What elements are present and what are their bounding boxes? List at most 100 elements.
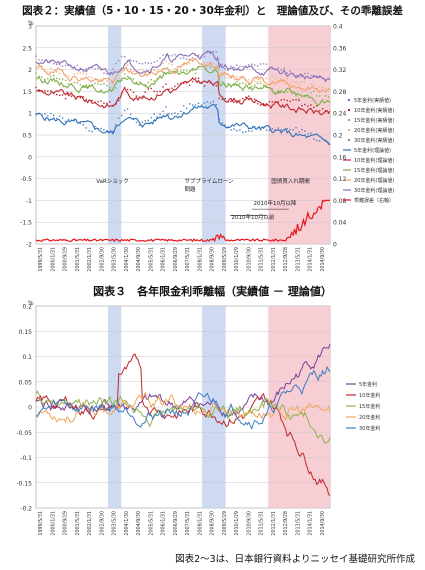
marker	[218, 97, 220, 100]
marker	[82, 72, 84, 75]
marker	[233, 66, 235, 69]
marker	[256, 82, 259, 85]
marker	[321, 86, 324, 88]
marker	[171, 113, 173, 115]
marker	[248, 79, 250, 81]
x-tick-label: 2000/1/31	[50, 247, 56, 272]
y-tick-label: 1.5	[22, 89, 32, 96]
marker	[85, 73, 87, 76]
marker	[233, 75, 235, 78]
marker	[44, 113, 46, 115]
x-tick-label: 2010/1/29	[234, 511, 240, 536]
marker	[324, 88, 327, 90]
marker	[115, 87, 117, 89]
marker	[135, 121, 138, 124]
marker	[79, 72, 82, 74]
marker	[298, 76, 300, 78]
x-tick-label: 2006/1/31	[161, 247, 167, 272]
marker	[304, 81, 306, 84]
x-tick-label: 2000/9/29	[63, 511, 69, 536]
marker	[177, 83, 179, 85]
legend-marker	[348, 119, 350, 121]
marker	[109, 101, 111, 103]
marker	[191, 69, 194, 72]
marker	[61, 94, 64, 96]
marker	[168, 72, 170, 74]
marker	[44, 90, 46, 92]
marker	[55, 71, 58, 73]
legend-entry-4: 30年金利(実績値)	[354, 137, 394, 144]
series-line-7	[35, 65, 331, 107]
marker	[185, 70, 188, 72]
marker	[177, 70, 179, 72]
marker	[242, 97, 244, 100]
marker	[194, 77, 197, 79]
series-markers-0	[35, 100, 330, 144]
chart2-title: 図表３ 各年限金利乖離幅（実績値 － 理論値）	[93, 285, 332, 298]
marker	[203, 85, 206, 87]
marker	[212, 51, 214, 53]
marker	[236, 129, 238, 132]
marker	[150, 117, 152, 119]
marker	[97, 67, 99, 69]
marker	[180, 70, 182, 72]
x-tick-label: 2001/5/31	[75, 511, 81, 536]
marker	[109, 83, 111, 86]
marker	[253, 125, 256, 128]
marker	[242, 131, 244, 134]
marker	[180, 57, 182, 59]
marker	[286, 99, 288, 102]
marker	[215, 104, 217, 106]
x-tick-label: 2009/5/29	[222, 511, 228, 536]
marker	[183, 57, 185, 59]
x-tick-label: 2008/1/31	[197, 247, 203, 272]
marker	[233, 128, 235, 130]
marker	[91, 76, 93, 79]
marker	[313, 75, 315, 78]
series-line-8	[35, 58, 331, 94]
marker	[58, 94, 61, 97]
marker	[209, 65, 212, 67]
marker	[271, 66, 274, 69]
marker	[318, 95, 321, 97]
marker	[301, 81, 303, 83]
marker	[35, 114, 37, 116]
marker	[91, 99, 93, 102]
marker	[47, 77, 49, 80]
x-tick-label: 1999/5/31	[38, 247, 44, 272]
marker	[274, 78, 277, 80]
marker	[123, 56, 126, 58]
marker	[55, 117, 58, 120]
marker	[174, 85, 176, 88]
marker	[265, 63, 268, 65]
marker	[292, 90, 294, 93]
marker	[141, 95, 144, 98]
x-tick-label: 2002/9/30	[99, 511, 105, 536]
marker	[109, 131, 111, 134]
marker	[295, 99, 297, 101]
marker	[224, 124, 226, 126]
marker	[313, 106, 315, 109]
marker	[153, 69, 155, 72]
marker	[250, 85, 253, 88]
x-tick-label: 2008/9/30	[210, 247, 216, 272]
marker	[135, 82, 138, 85]
marker	[61, 117, 64, 119]
marker	[168, 113, 170, 115]
marker	[174, 67, 176, 70]
marker	[135, 95, 138, 97]
y2-tick-label: 0	[333, 242, 337, 249]
legend-entry-1: 10年金利(実績値)	[354, 107, 394, 114]
marker	[283, 98, 285, 101]
marker	[310, 104, 312, 106]
marker	[304, 96, 306, 98]
marker	[120, 55, 123, 58]
marker	[185, 81, 188, 83]
marker	[292, 81, 294, 83]
marker	[44, 78, 46, 81]
marker	[318, 140, 321, 142]
series-markers-1	[35, 77, 330, 114]
y-tick-label: 0.2	[22, 304, 32, 311]
marker	[265, 85, 268, 88]
marker	[185, 58, 188, 61]
